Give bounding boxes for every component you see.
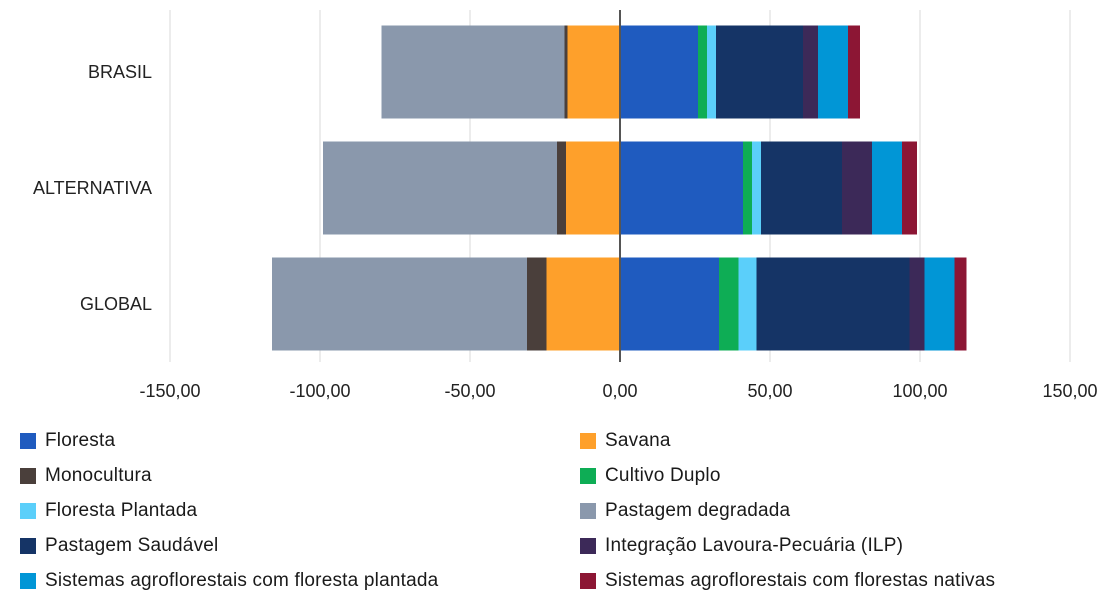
x-tick-label: 50,00 (747, 381, 792, 401)
bar-segment-integracao-lavoura-pecuaria-ilp (842, 141, 872, 235)
bar-segment-floresta-plantada (707, 25, 716, 119)
bar-segment-savana (566, 141, 620, 235)
legend-label: Savana (605, 430, 671, 451)
legend-swatch (20, 468, 36, 484)
stacked-bar-chart: BRASIL ALTERNATIVA GLOBAL -150,00 -100,00 -5… (33, 10, 1098, 401)
legend-item: Monocultura (20, 465, 152, 487)
bar-segment-pastagem-degradada (381, 25, 565, 119)
legend-item: Floresta Plantada (20, 500, 197, 522)
legend-label: Pastagem degradada (605, 500, 791, 521)
bar-segment-floresta-plantada (738, 257, 757, 351)
legend-item: Pastagem Saudável (20, 535, 218, 557)
legend-item: Integração Lavoura-Pecuária (ILP) (580, 535, 903, 557)
legend-label: Sistemas agroflorestais com florestas na… (605, 570, 996, 591)
bar-segment-cultivo-duplo (698, 25, 707, 119)
bar-segment-monocultura (557, 141, 566, 235)
bar-segment-floresta (620, 257, 719, 351)
bars-group (272, 25, 967, 351)
legend-item: Cultivo Duplo (580, 465, 721, 487)
legend-swatch (20, 503, 36, 519)
bar-segment-pastagem-saudavel (716, 25, 803, 119)
bar-segment-sistemas-agroflorestais-com-florestas-nativas (848, 25, 860, 119)
bar-segment-savana (546, 257, 620, 351)
legend-label: Sistemas agroflorestais com floresta pla… (45, 570, 439, 591)
bar-segment-integracao-lavoura-pecuaria-ilp (909, 257, 925, 351)
bar-segment-sistemas-agroflorestais-com-florestas-nativas (954, 257, 967, 351)
bar-segment-floresta (620, 25, 698, 119)
bar-segment-pastagem-degradada (323, 141, 557, 235)
bar-segment-sistemas-agroflorestais-com-florestas-nativas (902, 141, 917, 235)
bar-segment-cultivo-duplo (743, 141, 752, 235)
legend-swatch (580, 538, 596, 554)
bar-segment-floresta (620, 141, 743, 235)
category-label: GLOBAL (80, 294, 152, 314)
bar-segment-monocultura (564, 25, 568, 119)
x-tick-label: -100,00 (289, 381, 350, 401)
bar-segment-sistemas-agroflorestais-com-floresta-plantada (872, 141, 902, 235)
legend-swatch (580, 433, 596, 449)
bar-segment-pastagem-saudavel (761, 141, 842, 235)
x-tick-label: -150,00 (139, 381, 200, 401)
legend-label: Integração Lavoura-Pecuária (ILP) (605, 535, 904, 556)
legend: Floresta Savana Monocultura Cultivo Duplo Fl… (20, 430, 1106, 595)
bar-segment-monocultura (527, 257, 547, 351)
bar-segment-savana (567, 25, 620, 119)
legend-swatch (580, 503, 596, 519)
category-labels: BRASIL ALTERNATIVA GLOBAL (33, 62, 152, 314)
legend-swatch (580, 468, 596, 484)
legend-item: Sistemas agroflorestais com florestas na… (580, 570, 995, 592)
legend-label: Floresta (45, 430, 116, 451)
legend-label: Floresta Plantada (45, 500, 198, 521)
legend-label: Monocultura (45, 465, 152, 486)
legend-swatch (20, 433, 36, 449)
legend-item: Floresta (20, 430, 115, 452)
legend-label: Pastagem Saudável (45, 535, 219, 556)
x-tick-label: 150,00 (1042, 381, 1097, 401)
bar-segment-floresta-plantada (752, 141, 761, 235)
x-tick-label: 100,00 (892, 381, 947, 401)
legend-item: Savana (580, 430, 671, 452)
bar-segment-sistemas-agroflorestais-com-floresta-plantada (818, 25, 848, 119)
legend-item: Pastagem degradada (580, 500, 790, 522)
bar-segment-cultivo-duplo (719, 257, 739, 351)
bar-segment-pastagem-degradada (272, 257, 527, 351)
bar-segment-sistemas-agroflorestais-com-floresta-plantada (924, 257, 955, 351)
category-label: BRASIL (88, 62, 152, 82)
bar-segment-integracao-lavoura-pecuaria-ilp (803, 25, 818, 119)
legend-label: Cultivo Duplo (605, 465, 721, 486)
legend-swatch (20, 573, 36, 589)
x-tick-label: 0,00 (602, 381, 637, 401)
category-label: ALTERNATIVA (33, 178, 152, 198)
legend-swatch (580, 573, 596, 589)
x-tick-label: -50,00 (444, 381, 495, 401)
bar-segment-pastagem-saudavel (756, 257, 910, 351)
legend-item: Sistemas agroflorestais com floresta pla… (20, 570, 438, 592)
x-axis-tick-labels: -150,00 -100,00 -50,00 0,00 50,00 100,00 150,0… (139, 381, 1097, 401)
legend-swatch (20, 538, 36, 554)
